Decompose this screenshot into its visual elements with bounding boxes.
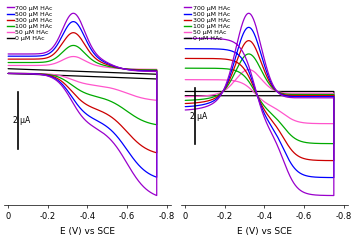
Legend: 700 μM HAc, 500 μM HAc, 300 μM HAc, 100 μM HAc, 50 μM HAc, 0 μM HAc: 700 μM HAc, 500 μM HAc, 300 μM HAc, 100 … <box>7 5 53 41</box>
Text: 2 μA: 2 μA <box>13 116 30 125</box>
X-axis label: E (V) vs SCE: E (V) vs SCE <box>60 227 115 236</box>
X-axis label: E (V) vs SCE: E (V) vs SCE <box>237 227 292 236</box>
Text: 2 μA: 2 μA <box>190 112 207 121</box>
Legend: 700 μM HAc, 500 μM HAc, 300 μM HAc, 100 μM HAc, 50 μM HAc, 0 μM HAc: 700 μM HAc, 500 μM HAc, 300 μM HAc, 100 … <box>185 5 230 41</box>
